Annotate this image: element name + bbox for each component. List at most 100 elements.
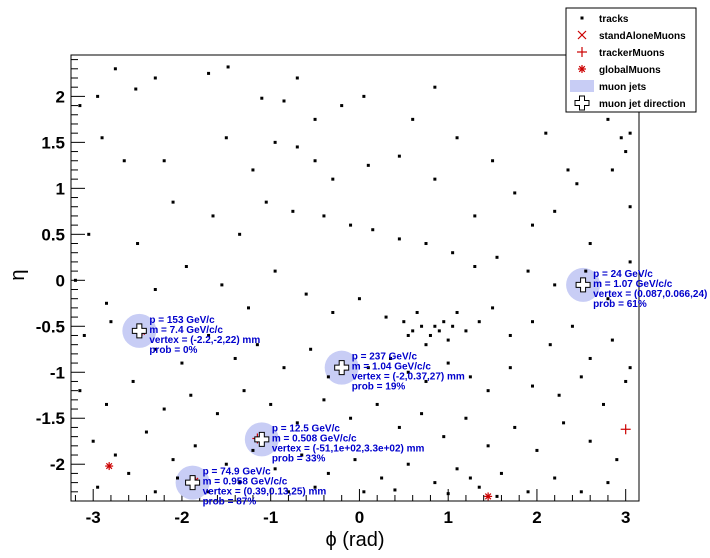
jet-annotation-vertex: vertex = (-51,1e+02,3.3e+02) mm	[272, 443, 425, 454]
y-tick-label: 0	[56, 271, 65, 290]
track-point	[610, 168, 614, 172]
x-tick-label: 3	[621, 508, 630, 527]
track-point	[273, 140, 277, 144]
track-point	[362, 490, 366, 494]
x-tick-label: -1	[263, 508, 278, 527]
track-point	[384, 315, 388, 319]
track-point	[309, 347, 313, 351]
track-point	[393, 488, 397, 492]
track-point	[349, 223, 353, 227]
track-point	[322, 398, 326, 402]
track-point	[531, 320, 534, 324]
track-point	[455, 136, 459, 140]
track-point	[78, 389, 82, 393]
track-point	[207, 490, 211, 494]
x-axis-title: ϕ (rad)	[326, 529, 385, 551]
track-point	[397, 237, 401, 241]
track-point	[424, 343, 428, 347]
track-point	[136, 242, 140, 246]
track-point	[87, 232, 91, 236]
legend-label: muon jet direction	[599, 99, 686, 110]
track-point	[211, 214, 215, 218]
track-point	[251, 448, 255, 452]
track-point	[162, 159, 166, 163]
track-point	[619, 136, 623, 140]
jet-annotation-m: m = 1.07 GeV/c/c	[593, 279, 673, 290]
legend-marker-global	[578, 65, 586, 73]
track-point	[486, 389, 490, 393]
track-point	[331, 177, 335, 181]
legend: tracks standAloneMuons trackerMuons globalM…	[565, 7, 697, 113]
x-tick-label: 1	[443, 508, 452, 527]
track-point	[313, 485, 317, 489]
track-point	[588, 439, 592, 443]
jet-annotation-p: p = 12.5 GeV/c	[272, 423, 341, 434]
track-point	[180, 361, 184, 365]
track-point	[397, 154, 401, 158]
track-point	[224, 462, 228, 466]
jet-annotation-p: p = 237 GeV/c	[352, 352, 418, 363]
track-point	[446, 361, 450, 365]
track-point	[105, 402, 108, 406]
track-point	[176, 476, 179, 480]
y-axis-title: η	[7, 269, 29, 280]
track-point	[153, 287, 157, 291]
track-point	[411, 117, 415, 121]
jet-annotation-vertex: vertex = (-2,0.37,27) mm	[352, 372, 465, 383]
track-point	[433, 85, 437, 89]
legend-label: muon jets	[599, 82, 647, 93]
x-tick-label: -2	[174, 508, 189, 527]
jet-directions-layer	[131, 277, 591, 491]
muon-jet-direction-marker	[185, 475, 201, 491]
track-point	[433, 324, 437, 328]
track-point	[131, 379, 135, 383]
track-point	[226, 65, 230, 69]
track-point	[562, 421, 566, 425]
track-point	[96, 485, 100, 489]
track-point	[606, 117, 610, 121]
track-point	[628, 260, 632, 264]
y-tick-label: 1.5	[41, 133, 65, 152]
track-point	[628, 366, 632, 370]
track-point	[508, 333, 512, 337]
x-tick-label: 2	[532, 508, 541, 527]
legend-marker-jets	[570, 80, 594, 92]
legend-label: tracks	[599, 14, 629, 25]
legend-marker-direction	[574, 95, 590, 111]
track-point	[495, 494, 499, 498]
track-point	[171, 200, 175, 204]
track-point	[389, 356, 392, 360]
track-point	[446, 492, 450, 496]
track-point	[282, 366, 286, 370]
jet-annotation-vertex: vertex = (0.087,0.066,24) mm	[593, 289, 710, 300]
track-point	[531, 223, 534, 227]
track-point	[406, 333, 410, 337]
y-tick-label: -1	[50, 363, 65, 382]
track-point	[464, 416, 468, 420]
track-point	[628, 131, 632, 135]
track-point	[455, 310, 459, 314]
jet-annotation-m: m = 0.958 GeV/c/c	[203, 477, 288, 488]
track-point	[615, 458, 619, 462]
track-point	[82, 333, 86, 337]
legend-box	[565, 7, 697, 113]
track-point	[260, 96, 264, 100]
track-point	[451, 324, 455, 328]
track-point	[100, 136, 104, 140]
legend-marker-tracker	[577, 47, 587, 57]
track-point	[548, 343, 552, 347]
x-axis: -3 -2 -1 0 1 2 3	[74, 489, 630, 527]
track-point	[486, 444, 490, 448]
y-tick-label: 0.5	[41, 225, 65, 244]
legend-label: trackerMuons	[599, 48, 665, 59]
track-point	[584, 269, 588, 273]
global-muon-marker	[105, 462, 114, 471]
jet-annotation-vertex: vertex = (0.39,0.13,25) mm	[203, 487, 327, 498]
jet-annotation-prob: prob = 0%	[149, 345, 197, 356]
track-point	[78, 104, 82, 108]
y-tick-label: 2	[56, 87, 65, 106]
tracker-muon-marker	[620, 424, 631, 435]
jet-annotation-prob: prob = 19%	[352, 382, 406, 393]
track-point	[406, 462, 410, 466]
